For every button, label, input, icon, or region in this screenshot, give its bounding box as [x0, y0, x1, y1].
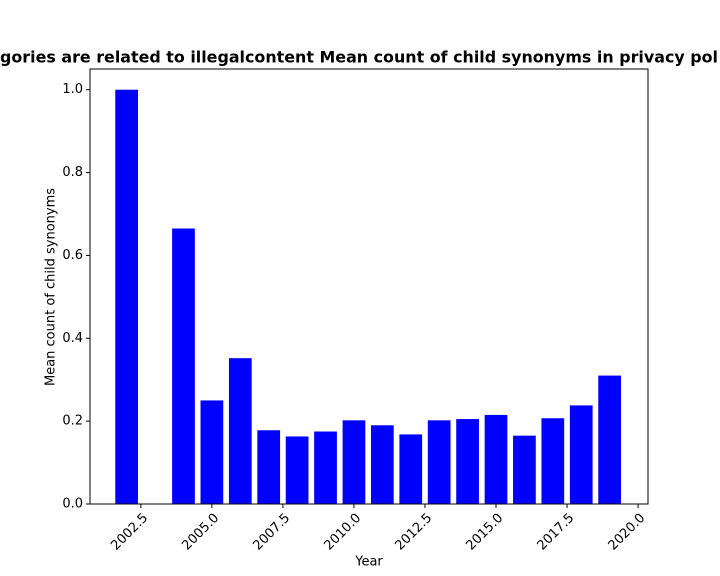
bar: [314, 431, 337, 504]
y-tick-label: 0.6: [62, 248, 83, 263]
x-axis-label: Year: [354, 555, 383, 570]
bar: [342, 420, 366, 504]
bar: [569, 405, 593, 504]
bar: [513, 435, 536, 504]
bar: [456, 419, 479, 504]
bar: [427, 420, 451, 504]
y-axis-label: Mean count of child synonyms: [44, 188, 59, 386]
bar: [228, 358, 252, 504]
bar: [115, 89, 139, 504]
y-tick-label: 1.0: [62, 82, 83, 97]
y-tick-label: 0.0: [62, 497, 83, 512]
bar: [200, 400, 224, 504]
bar: [484, 414, 508, 504]
bar: [257, 430, 281, 504]
y-tick-label: 0.2: [62, 414, 83, 429]
bar: [541, 418, 565, 504]
chart-title: gories are related to illegalcontent Mea…: [0, 48, 718, 67]
bar: [399, 434, 423, 504]
y-tick-label: 0.8: [62, 165, 83, 180]
y-tick-label: 0.4: [62, 331, 83, 346]
bar: [370, 425, 394, 504]
plot-frame: [89, 68, 649, 505]
bar: [172, 228, 195, 504]
bar: [598, 375, 622, 504]
bar: [285, 436, 309, 504]
